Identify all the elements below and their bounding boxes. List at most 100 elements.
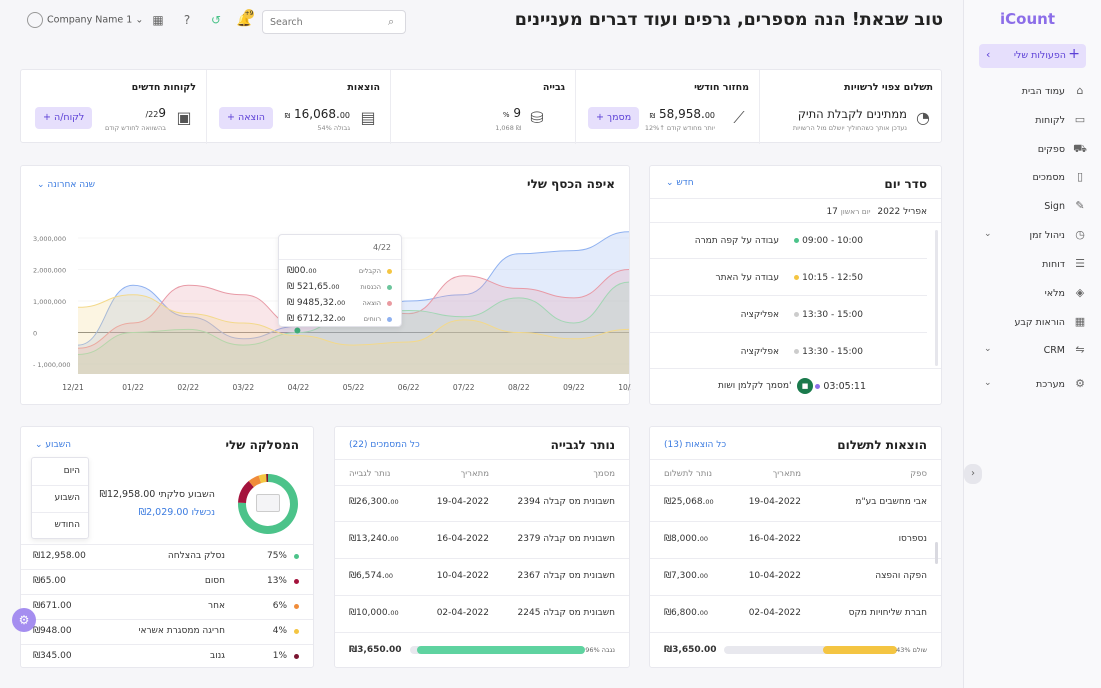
clearing-amount: ₪671.00 [33, 601, 72, 611]
table-row[interactable]: חשבונית מס קבלה 2379 16-04-2022 ₪13,240.… [335, 522, 629, 559]
col-header: מתאריך [772, 469, 801, 479]
sidebar-item-label: CRM [1043, 345, 1065, 356]
table-row[interactable]: חשבונית מס קבלה 2394 19-04-2022 ₪26,300.… [335, 485, 629, 522]
table-row[interactable]: נספרסו 16-04-2022 ₪8,000.00 [650, 522, 941, 559]
truck-icon: ⛟ [1073, 142, 1087, 155]
history-icon[interactable]: ↺ [210, 13, 222, 27]
sidebar-item[interactable]: ▯ מסמכים [964, 167, 1101, 189]
table-row[interactable]: הפקה והפצה 10-04-2022 ₪7,300.00 [650, 559, 941, 596]
calendar-icon[interactable]: ▦ [152, 13, 164, 27]
sidebar-item[interactable]: ☰ דוחות [964, 254, 1101, 276]
agenda-filter[interactable]: ⌄ חדש [666, 178, 694, 188]
company-selector[interactable]: Company Name 1 ⌄ [27, 12, 143, 28]
sidebar-item-label: עמוד הבית [1021, 86, 1065, 97]
add-customer-button[interactable]: + לקוח/ה [35, 107, 93, 129]
all-documents-link[interactable]: כל המסמכים (22) [349, 440, 420, 450]
sidebar-item[interactable]: ▭ לקוחות [964, 110, 1101, 132]
row-name: הפקה והפצה [875, 571, 927, 581]
row-name: חברת שליחויות מקס [848, 608, 927, 618]
my-actions-button[interactable]: ‹ הפעולות שלי + [979, 44, 1086, 68]
series-line [77, 294, 630, 346]
coins-icon: ⛁ [530, 108, 544, 127]
tooltip-row: ₪ 6712,32.00 רווחים [279, 313, 401, 327]
tooltip-row: ₪00.00 הקבלים [279, 265, 401, 279]
sidebar-item[interactable]: ⇋ CRM ⌄ [964, 340, 1101, 362]
collect-card: נותר לגבייה כל המסמכים (22) מסמך מתאריך … [334, 426, 630, 668]
sidebar-item[interactable]: ⛟ ספקים [964, 139, 1101, 161]
sidebar-item[interactable]: ◈ מלאי [964, 283, 1101, 305]
agenda-time: 10:15 - 12:50 [790, 273, 863, 283]
y-tick-label: 0 [33, 330, 37, 338]
donut-slice [248, 475, 262, 488]
col-header: נותר לתשלום [664, 469, 713, 479]
help-icon[interactable]: ? [183, 13, 191, 27]
stat-value: /229 [145, 106, 166, 120]
pen-icon: ✎ [1075, 199, 1085, 212]
collapse-sidebar-button[interactable]: › [964, 464, 982, 484]
sidebar-item[interactable]: ▦ הוראות קבע [964, 312, 1101, 334]
area-chart: 3,000,000 2,000,000 1,000,000 0 - 1,000,000 1… [33, 231, 631, 392]
agenda-item[interactable]: 13:30 - 15:00 אפליקציה [650, 343, 941, 373]
y-tick-label: 2,000,000 [33, 267, 66, 275]
tooltip-value: ₪ 6712,32.00 [287, 314, 346, 324]
x-tick-label: 03/22 [232, 383, 254, 392]
table-row[interactable]: חשבונית מס קבלה 2245 02-04-2022 ₪10,000.… [335, 596, 629, 633]
search-input[interactable] [262, 10, 406, 34]
dropdown-item[interactable]: היום [63, 466, 80, 476]
legend-dot [294, 579, 299, 584]
sidebar-item[interactable]: ⌂ עמוד הבית [964, 81, 1101, 103]
chart-tooltip: 4/22 ₪00.00 הקבלים ₪ 521,65.00 הכנסות ₪ … [278, 234, 402, 327]
y-tick-label: 3,000,000 [33, 235, 66, 243]
document-icon: ▯ [1076, 170, 1084, 183]
add-document-button[interactable]: + מסמך [588, 107, 640, 129]
donut-slice [238, 481, 254, 503]
week-total: השבוע סלקתי ₪12,958.00 [99, 489, 216, 500]
agenda-item[interactable]: 13:30 - 15:00 אפליקציה [650, 306, 941, 336]
dropdown-item[interactable]: החודש [54, 520, 80, 530]
stat-title: גבייה [542, 82, 565, 93]
stat-expenses: הוצאות ▤ ₪ 16,068.00 54% גבולה + הוצאה [207, 70, 390, 144]
failed-total[interactable]: ₪2,029.00 נכשלו [138, 507, 215, 518]
stat-title: לקוחות חדשים [131, 82, 196, 93]
donut-slice [266, 474, 268, 483]
plus-icon: + [1068, 46, 1080, 62]
clearing-amount: ₪12,958.00 [33, 551, 86, 561]
table-row[interactable]: חברת שליחויות מקס 02-04-2022 ₪6,800.00 [650, 596, 941, 633]
stop-timer-button[interactable]: ■ [797, 378, 813, 394]
all-expenses-link[interactable]: כל הוצאות (13) [664, 440, 727, 450]
agenda-title: סדר יום [884, 177, 927, 191]
legend-dot [294, 554, 299, 559]
clearing-row: 75% נסלק בהצלחה ₪12,958.00 [21, 544, 313, 569]
table-row[interactable]: חשבונית מס קבלה 2367 10-04-2022 ₪6,574.0… [335, 559, 629, 596]
tooltip-label: רווחים [363, 315, 381, 323]
agenda-item[interactable]: 09:00 - 10:00 עבודה על קפה תמרה [650, 232, 941, 262]
sidebar-item[interactable]: ◷ ניהול זמן ⌄ [964, 225, 1101, 247]
clearing-label: חסום [204, 576, 225, 586]
add-expense-button[interactable]: + הוצאה [219, 107, 273, 129]
sidebar-item-label: Sign [1044, 201, 1065, 212]
timer-text: מסמך לקלמן ושות' [718, 381, 792, 391]
company-avatar-icon [27, 12, 43, 28]
hover-point[interactable] [294, 327, 301, 334]
chevron-left-icon: ‹ [986, 48, 991, 61]
chart-filter[interactable]: ⌄ שנה אחרונה [37, 180, 96, 190]
settings-fab-icon[interactable]: ⚙ [12, 608, 36, 632]
dropdown-item[interactable]: השבוע [54, 493, 80, 503]
currency: ₪ [649, 112, 656, 120]
timer-time: 03:05:11 [811, 381, 866, 392]
sidebar-item[interactable]: ✎ Sign [964, 196, 1101, 218]
agenda-text: עבודה על קפה תמרה [694, 236, 779, 246]
table-row[interactable]: אבי מחשבים בע"מ 19-04-2022 ₪25,068.00 [650, 485, 941, 522]
stat-title: הוצאות [347, 82, 380, 93]
stat-value: ₪ 16,068.00 [284, 107, 350, 121]
agenda-item[interactable]: 10:15 - 12:50 עבודה על האתר [650, 269, 941, 299]
scrollbar[interactable] [935, 230, 938, 366]
sidebar-item[interactable]: ⚙ מערכת ⌄ [964, 374, 1101, 396]
stat-title: מחזור חודשי [694, 82, 749, 93]
clearing-filter[interactable]: ⌄ השבוע [35, 440, 71, 450]
scrollbar[interactable] [935, 542, 938, 564]
chevron-down-icon: ⌄ [984, 378, 992, 388]
legend-dot [387, 285, 392, 290]
sidebar-item-label: מסמכים [1032, 172, 1065, 183]
legend-dot [387, 301, 392, 306]
